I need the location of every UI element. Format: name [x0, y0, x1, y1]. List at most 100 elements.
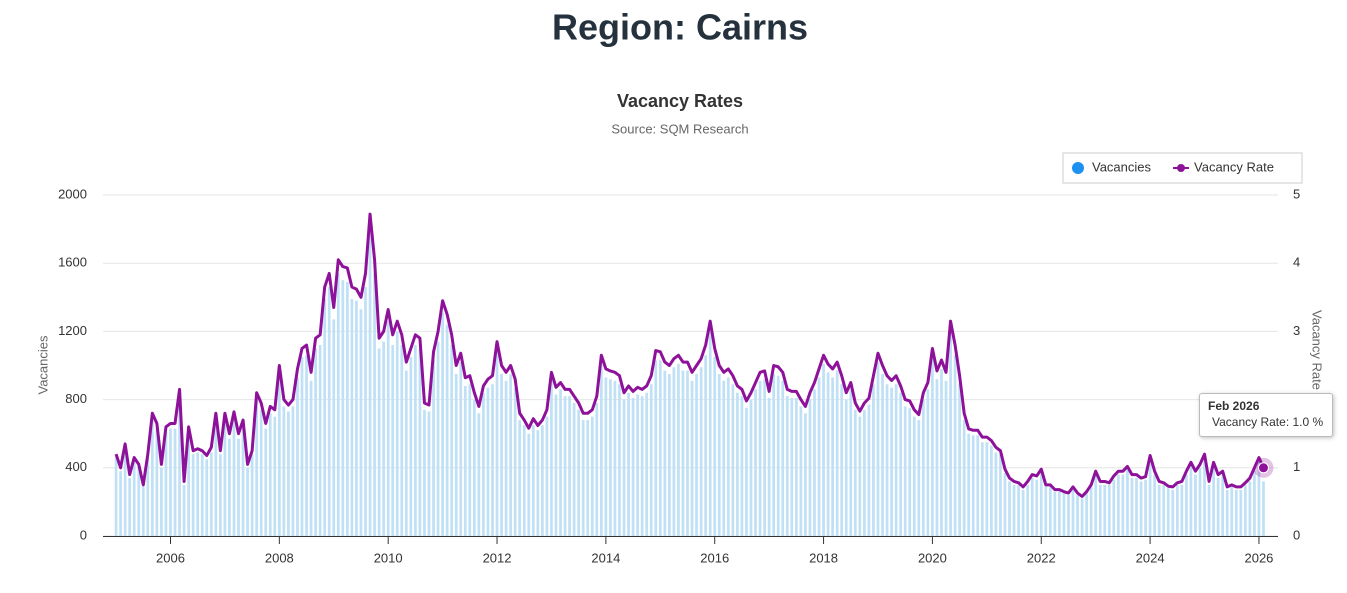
bar — [495, 351, 499, 536]
bar — [536, 430, 540, 536]
bar — [935, 379, 939, 536]
tooltip-title: Feb 2026 — [1208, 399, 1260, 413]
bar — [758, 380, 762, 536]
bar — [1067, 495, 1070, 536]
bar — [767, 397, 771, 536]
bar — [441, 312, 444, 536]
legend-label: Vacancies — [1092, 159, 1152, 174]
bar — [255, 399, 259, 536]
bar — [1076, 495, 1079, 536]
bar — [182, 484, 186, 536]
bar — [368, 230, 372, 536]
bar — [599, 363, 603, 536]
bar — [513, 387, 517, 536]
bar — [187, 431, 190, 536]
bar — [890, 387, 893, 536]
bar — [309, 380, 313, 536]
bar — [699, 367, 703, 536]
bar — [169, 428, 172, 536]
bar — [1157, 484, 1161, 536]
bar — [994, 452, 998, 536]
bar — [491, 384, 494, 536]
bar — [228, 438, 231, 536]
bar — [541, 425, 544, 536]
bar — [1166, 488, 1170, 536]
bar — [967, 433, 971, 536]
x-tick-label: 2020 — [918, 550, 947, 565]
bar — [232, 418, 236, 536]
bar — [640, 396, 644, 536]
x-tick-label: 2026 — [1244, 550, 1273, 565]
y2-tick-label: 3 — [1293, 323, 1300, 338]
bar — [459, 362, 463, 536]
hover-point — [1257, 462, 1269, 474]
bar — [1026, 484, 1030, 536]
bar — [885, 384, 889, 536]
bar — [908, 408, 912, 536]
bar — [940, 368, 943, 536]
bar — [980, 442, 984, 536]
bar — [794, 397, 798, 536]
bar — [604, 377, 608, 536]
bar — [668, 374, 671, 536]
bar — [790, 397, 794, 536]
bar — [486, 387, 490, 536]
bar — [971, 435, 975, 536]
y-axis-label: Vacancies — [35, 335, 50, 395]
bar — [1121, 474, 1125, 536]
bar — [246, 467, 249, 536]
x-tick-label: 2010 — [374, 550, 403, 565]
x-tick-label: 2014 — [591, 550, 620, 565]
bar — [454, 374, 458, 536]
bar — [259, 409, 263, 536]
bar — [740, 396, 744, 536]
tooltip-text: Vacancy Rate: 1.0 % — [1212, 415, 1324, 429]
bar — [1207, 484, 1211, 536]
bar — [314, 348, 317, 536]
bar — [237, 438, 240, 536]
bar — [1080, 498, 1084, 536]
bar — [1130, 478, 1134, 536]
bar — [713, 356, 717, 536]
bar — [404, 370, 408, 536]
bar — [1112, 479, 1116, 536]
bar — [1071, 489, 1075, 536]
bar — [482, 392, 485, 536]
x-tick-label: 2006 — [156, 550, 185, 565]
bar — [1230, 486, 1234, 536]
bar — [359, 309, 363, 536]
bar — [132, 460, 136, 536]
bar — [863, 409, 866, 536]
bar — [527, 433, 531, 536]
bar — [840, 384, 844, 536]
bar — [178, 396, 181, 536]
y2-axis-label: Vacancy Rate — [1310, 310, 1325, 390]
bar — [123, 449, 127, 536]
bar — [1021, 489, 1025, 536]
bar — [781, 380, 785, 536]
bar — [1162, 484, 1166, 536]
legend-marker — [1177, 164, 1186, 172]
bar — [1203, 457, 1206, 536]
bar — [463, 385, 467, 536]
bar — [377, 348, 381, 536]
bar — [219, 454, 222, 536]
x-tick-label: 2018 — [809, 550, 838, 565]
bar — [1135, 478, 1138, 536]
bar — [1053, 491, 1057, 536]
bar — [1058, 491, 1061, 536]
bar — [881, 374, 884, 536]
bar — [799, 406, 803, 536]
bar — [872, 384, 875, 536]
bar — [645, 392, 649, 536]
tooltip: Feb 2026 Vacancy Rate: 1.0 % — [1199, 393, 1333, 437]
bar — [137, 467, 141, 536]
bar — [114, 457, 118, 536]
bar — [636, 394, 639, 536]
bar — [1248, 481, 1252, 536]
bar — [305, 355, 308, 536]
bar — [1262, 481, 1265, 536]
bar — [813, 389, 816, 536]
bar — [191, 454, 195, 536]
bar — [736, 392, 739, 536]
